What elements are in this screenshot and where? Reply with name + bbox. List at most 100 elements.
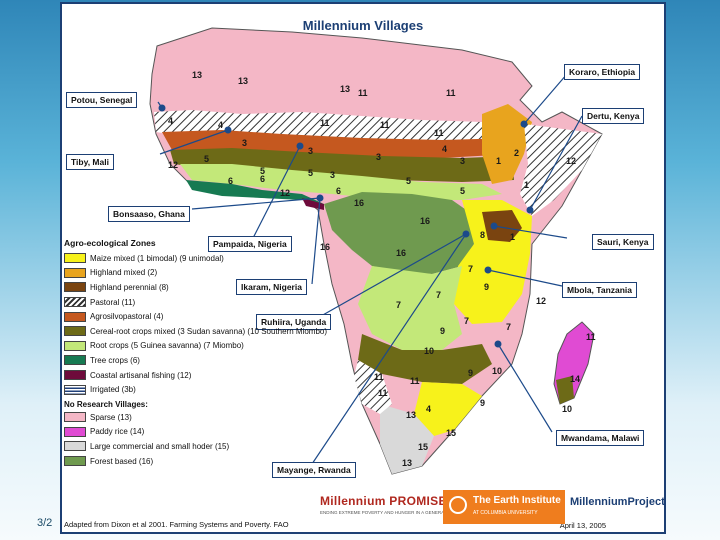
legend-swatch <box>64 384 86 395</box>
legend-label: Tree crops (6) <box>90 355 140 365</box>
svg-text:13: 13 <box>406 410 416 420</box>
legend-label: Agrosilvopastoral (4) <box>90 312 164 322</box>
svg-text:5: 5 <box>308 168 313 178</box>
legend-item: Forest based (16) <box>64 454 334 469</box>
millennium-promise-tagline: ENDING EXTREME POVERTY AND HUNGER IN A G… <box>320 510 455 515</box>
legend-title: Agro-ecological Zones <box>64 238 156 248</box>
svg-text:3: 3 <box>308 146 313 156</box>
legend-swatch <box>64 456 86 467</box>
svg-text:3: 3 <box>376 152 381 162</box>
svg-text:5: 5 <box>260 166 265 176</box>
legend-item: Root crops (5 Guinea savanna) (7 Miombo) <box>64 339 334 354</box>
svg-text:4: 4 <box>442 144 447 154</box>
globe-icon <box>449 496 467 514</box>
village-label-dertu: Dertu, Kenya <box>582 108 645 124</box>
legend-item: Highland perennial (8) <box>64 280 334 295</box>
map-frame: Millennium Villages <box>60 2 666 534</box>
legend-swatch <box>64 370 86 381</box>
village-label-ruhiira: Ruhiira, Uganda <box>256 314 332 330</box>
svg-text:4: 4 <box>168 116 173 126</box>
svg-text:5: 5 <box>204 154 209 164</box>
legend-subtitle: No Research Villages: <box>64 399 148 409</box>
village-label-tiby: Tiby, Mali <box>66 154 114 170</box>
svg-text:3: 3 <box>460 156 465 166</box>
legend-label: Root crops (5 Guinea savanna) (7 Miombo) <box>90 341 244 351</box>
legend-swatch <box>64 282 86 293</box>
earth-institute-name: The Earth Institute <box>473 495 561 506</box>
svg-text:7: 7 <box>396 300 401 310</box>
millennium-project-logo: MillenniumProject <box>570 496 665 508</box>
svg-text:13: 13 <box>238 76 248 86</box>
svg-text:12: 12 <box>566 156 576 166</box>
svg-text:2: 2 <box>514 148 519 158</box>
village-label-mwandama: Mwandama, Malawi <box>556 430 645 446</box>
legend-swatch <box>64 311 86 322</box>
svg-text:1: 1 <box>524 180 529 190</box>
svg-text:11: 11 <box>378 388 388 398</box>
village-label-bonsaaso: Bonsaaso, Ghana <box>108 206 190 222</box>
legend-label: Cereal-root crops mixed (3 Sudan savanna… <box>90 326 328 336</box>
legend-label: Pastoral (11) <box>90 297 136 307</box>
legend-label: Highland perennial (8) <box>90 282 169 292</box>
legend-item: Tree crops (6) <box>64 353 334 368</box>
earth-institute-logo: The Earth Institute AT COLUMBIA UNIVERSI… <box>443 490 565 524</box>
legend-swatch <box>64 297 86 308</box>
map-date: April 13, 2005 <box>559 521 606 530</box>
legend-swatch <box>64 355 86 366</box>
svg-text:9: 9 <box>484 282 489 292</box>
legend-item: Maize mixed (1 bimodal) (9 unimodal) <box>64 251 334 266</box>
svg-text:7: 7 <box>468 264 473 274</box>
svg-text:11: 11 <box>358 88 368 98</box>
svg-text:12: 12 <box>280 188 290 198</box>
legend-swatch <box>64 412 86 423</box>
svg-text:1: 1 <box>496 156 501 166</box>
svg-text:5: 5 <box>460 186 465 196</box>
legend-item: Paddy rice (14) <box>64 425 334 440</box>
legend-label: Sparse (13) <box>90 412 132 422</box>
svg-text:12: 12 <box>168 160 178 170</box>
legend-swatch <box>64 267 86 278</box>
svg-text:10: 10 <box>424 346 434 356</box>
svg-text:9: 9 <box>468 368 473 378</box>
svg-text:15: 15 <box>446 428 456 438</box>
slide-date: 3/2 <box>37 517 53 529</box>
svg-text:6: 6 <box>260 174 265 184</box>
svg-text:16: 16 <box>420 216 430 226</box>
svg-text:9: 9 <box>440 326 445 336</box>
svg-text:12: 12 <box>536 296 546 306</box>
legend-swatch <box>64 253 86 264</box>
svg-text:14: 14 <box>570 374 580 384</box>
legend-label: Highland mixed (2) <box>90 268 158 278</box>
legend-swatch <box>64 340 86 351</box>
legend-swatch <box>64 441 86 452</box>
village-label-pampaida: Pampaida, Nigeria <box>208 236 292 252</box>
legend-item: Irrigated (3b) <box>64 382 334 397</box>
earth-institute-sub: AT COLUMBIA UNIVERSITY <box>473 510 538 516</box>
svg-text:11: 11 <box>380 120 390 130</box>
svg-text:10: 10 <box>562 404 572 414</box>
svg-text:7: 7 <box>506 322 511 332</box>
svg-text:13: 13 <box>340 84 350 94</box>
legend-swatch <box>64 426 86 437</box>
svg-text:3: 3 <box>242 138 247 148</box>
svg-text:11: 11 <box>410 376 420 386</box>
map-title: Millennium Villages <box>302 18 424 33</box>
svg-text:11: 11 <box>374 372 384 382</box>
millennium-promise-logo: Millennium PROMISE <box>320 494 447 508</box>
svg-text:7: 7 <box>464 316 469 326</box>
legend-label: Irrigated (3b) <box>90 385 136 395</box>
legend-label: Maize mixed (1 bimodal) (9 unimodal) <box>90 253 224 263</box>
legend-item: Sparse (13) <box>64 410 334 425</box>
svg-text:15: 15 <box>418 442 428 452</box>
source-note: Adapted from Dixon et al 2001. Farming S… <box>64 520 289 529</box>
svg-text:1: 1 <box>510 232 515 242</box>
legend-item: Coastal artisanal fishing (12) <box>64 368 334 383</box>
legend-item: Cereal-root crops mixed (3 Sudan savanna… <box>64 324 334 339</box>
legend-item: Highland mixed (2) <box>64 266 334 281</box>
legend-label: Forest based (16) <box>90 456 154 466</box>
legend-label: Large commercial and small hoder (15) <box>90 441 230 451</box>
svg-text:11: 11 <box>586 332 596 342</box>
svg-text:16: 16 <box>320 242 330 252</box>
village-label-koraro: Koraro, Ethiopia <box>564 64 641 80</box>
